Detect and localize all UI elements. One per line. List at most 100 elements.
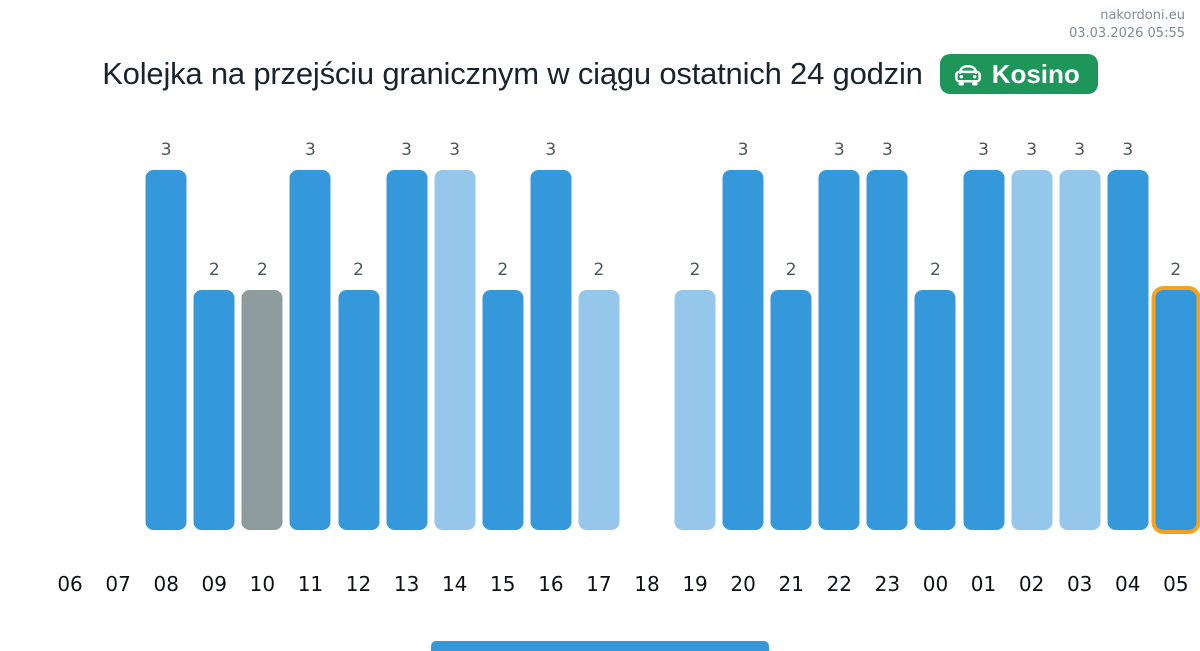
hour-label-11: 11: [297, 572, 324, 596]
bar-area: [623, 142, 671, 530]
bar-14[interactable]: [434, 170, 476, 530]
hour-label-17: 17: [586, 572, 612, 596]
bar-value-label: 3: [978, 140, 989, 160]
bar-13[interactable]: [386, 170, 428, 530]
bar-value-label: 2: [593, 260, 605, 280]
bar-area: 3: [527, 140, 575, 530]
bar-17[interactable]: [578, 290, 620, 530]
bar-05[interactable]: [1155, 290, 1197, 530]
bar-00[interactable]: [914, 290, 956, 530]
bar-19[interactable]: [674, 290, 716, 530]
bar-area: 2: [671, 142, 719, 530]
chart-column-05: 2 05: [1152, 142, 1200, 596]
bar-area: 2: [479, 142, 527, 530]
bar-area: 2: [767, 142, 815, 530]
hour-label-13: 13: [393, 572, 420, 596]
bar-10[interactable]: [241, 290, 283, 530]
chart-column-02: 3 02: [1008, 140, 1056, 596]
hour-label-22: 22: [826, 572, 853, 596]
bar-03[interactable]: [1059, 170, 1101, 530]
bar-value-label: 3: [1122, 140, 1134, 160]
bar-area: 2: [1152, 142, 1200, 530]
bar-value-label: 3: [881, 140, 893, 160]
bar-value-label: 3: [160, 140, 172, 160]
bar-area: 2: [238, 142, 286, 530]
header-row: Kolejka na przejściu granicznym w ciągu …: [0, 54, 1200, 94]
hour-label-23: 23: [874, 572, 901, 596]
bar-area: 2: [575, 142, 623, 530]
bar-area: 2: [334, 142, 382, 530]
bar-08[interactable]: [145, 170, 187, 530]
bar-area: 3: [286, 140, 334, 530]
bar-value-label: 3: [545, 140, 557, 160]
chart-column-19: 2 19: [671, 142, 719, 596]
chart-column-01: 3 01: [959, 140, 1007, 596]
bar-23[interactable]: [866, 170, 908, 530]
bar-12[interactable]: [338, 290, 379, 530]
chart-column-17: 2 17: [575, 142, 623, 596]
page-title: Kolejka na przejściu granicznym w ciągu …: [102, 56, 923, 91]
bar-01[interactable]: [963, 170, 1005, 530]
bar-value-label: 3: [833, 140, 845, 160]
bar-area: 3: [959, 140, 1007, 530]
bar-11[interactable]: [289, 170, 331, 530]
hour-label-21: 21: [778, 572, 804, 596]
bar-16[interactable]: [530, 170, 572, 530]
bar-area: [46, 142, 94, 530]
chart-column-08: 3 08: [142, 140, 190, 596]
hour-label-04: 04: [1115, 572, 1141, 596]
bar-21[interactable]: [770, 290, 812, 530]
bar-value-label: 2: [785, 260, 797, 280]
bottom-partial-element[interactable]: [431, 641, 769, 651]
site-meta: nakordoni.eu 03.03.2026 05:55: [1069, 7, 1185, 43]
bar-area: 2: [190, 142, 238, 530]
bar-value-label: 2: [256, 260, 268, 280]
bar-value-label: 2: [208, 260, 220, 280]
bar-area: 3: [383, 140, 431, 530]
bar-22[interactable]: [818, 170, 860, 530]
site-name: nakordoni.eu: [1100, 8, 1185, 23]
vehicle-type-badge[interactable]: Kosino: [939, 54, 1098, 94]
hour-label-01: 01: [970, 572, 997, 596]
badge-label: Kosino: [991, 59, 1080, 89]
bar-area: 3: [1056, 140, 1104, 530]
bar-04[interactable]: [1107, 170, 1149, 530]
bar-area: 3: [1008, 140, 1056, 530]
car-icon: [953, 61, 983, 87]
bar-09[interactable]: [193, 290, 235, 530]
bar-value-label: 2: [1170, 260, 1182, 280]
hour-label-00: 00: [922, 572, 949, 596]
bar-value-label: 3: [449, 140, 461, 160]
chart-column-22: 3 22: [815, 140, 863, 596]
chart-column-03: 3 03: [1056, 140, 1104, 596]
hour-label-08: 08: [153, 572, 179, 596]
bar-value-label: 2: [689, 260, 701, 280]
chart-column-09: 2 09: [190, 142, 238, 596]
bar-area: 2: [911, 142, 959, 530]
bar-20[interactable]: [722, 170, 764, 530]
hour-label-10: 10: [249, 572, 276, 596]
bar-value-label: 2: [353, 260, 364, 280]
chart-column-11: 3 11: [286, 140, 334, 596]
bar-value-label: 2: [930, 260, 941, 280]
queue-bar-chart: 06 07 3 08 2 09 2 10 3 11 2 12 3 13 3 14 2 15 3 16 2 17 18 2 19 3…: [46, 140, 1200, 596]
chart-column-14: 3 14: [431, 140, 479, 596]
hour-label-18: 18: [634, 572, 660, 596]
chart-column-12: 2 12: [334, 142, 382, 596]
bar-02[interactable]: [1011, 170, 1053, 530]
bar-area: 3: [431, 140, 479, 530]
bar-area: 3: [142, 140, 190, 530]
bar-area: [94, 142, 142, 530]
bar-value-label: 3: [1026, 140, 1038, 160]
chart-column-07: 07: [94, 142, 142, 596]
hour-label-16: 16: [538, 572, 564, 596]
hour-label-07: 07: [105, 572, 131, 596]
chart-column-21: 2 21: [767, 142, 815, 596]
bar-area: 3: [815, 140, 863, 530]
bar-15[interactable]: [482, 290, 524, 530]
timestamp: 03.03.2026 05:55: [1068, 26, 1185, 41]
hour-label-19: 19: [682, 572, 708, 596]
chart-column-04: 3 04: [1104, 140, 1152, 596]
hour-label-15: 15: [490, 572, 516, 596]
